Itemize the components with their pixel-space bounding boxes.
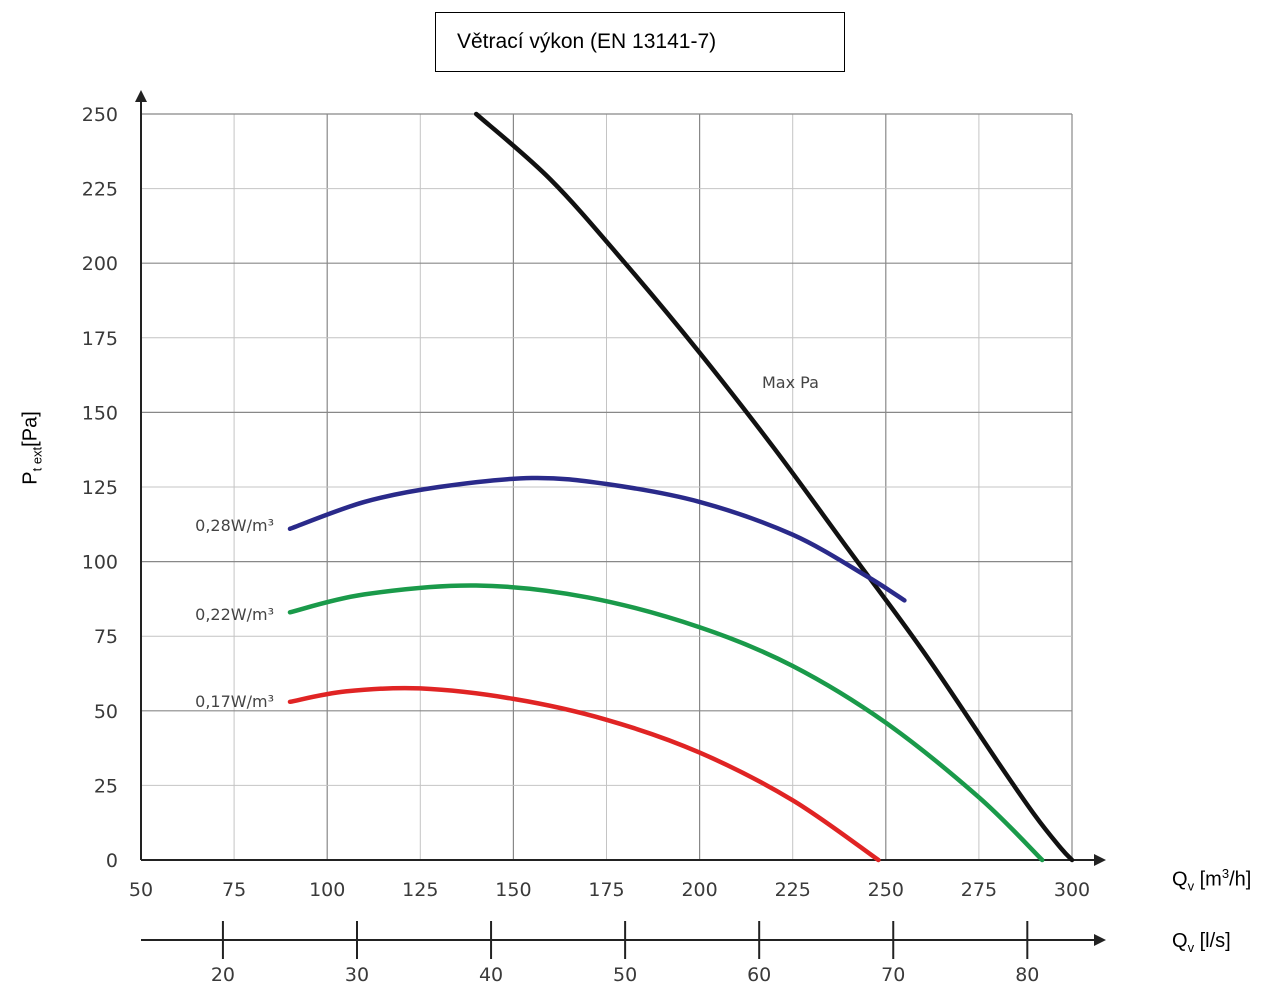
- x2-tick-label: 50: [613, 964, 637, 983]
- series-annotations: Max Pa 0,28W/m³ 0,22W/m³ 0,17W/m³: [195, 373, 819, 711]
- x-tick-label: 150: [495, 879, 531, 901]
- chart-title: Větrací výkon (EN 13141-7): [435, 12, 845, 72]
- x2-tick-label: 30: [345, 964, 369, 983]
- y-tick-label: 175: [82, 328, 118, 350]
- y-axis-arrow: [135, 90, 147, 102]
- x2-tick-label: 20: [211, 964, 235, 983]
- grid: [141, 113, 1073, 860]
- x2-tick-label: 40: [479, 964, 503, 983]
- y-tick-label: 150: [82, 402, 118, 424]
- x-tick-label: 300: [1054, 879, 1090, 901]
- y-tick-label: 250: [82, 104, 118, 126]
- x-tick-label: 125: [402, 879, 438, 901]
- series-label-2: 0,28W/m³: [195, 516, 274, 535]
- x2-tick-label: 80: [1015, 964, 1039, 983]
- x-tick-label: 200: [681, 879, 717, 901]
- secondary-x-axis: 20 30 40 50 60 70 80: [141, 921, 1106, 983]
- y-tick-label: 75: [94, 626, 118, 648]
- series-lines: [287, 111, 1075, 863]
- x-axis-arrow: [1094, 854, 1106, 866]
- x-tick-label: 275: [961, 879, 997, 901]
- y-tick-label: 50: [94, 701, 118, 723]
- x2-tick-label: 70: [881, 964, 905, 983]
- x-tick-label: 225: [775, 879, 811, 901]
- x-tick-label: 175: [588, 879, 624, 901]
- tick-labels: 50 75 100 125 150 175 200 225 250 275 300 0 25 50 75 10…: [82, 104, 1090, 901]
- x-axis-label: Qv [m3/h]: [1172, 866, 1252, 894]
- y-tick-label: 100: [82, 552, 118, 574]
- y-tick-label: 225: [82, 179, 118, 201]
- x2-axis-label: Qv [l/s]: [1172, 930, 1231, 955]
- x-tick-label: 250: [868, 879, 904, 901]
- series-label-4: 0,17W/m³: [195, 692, 274, 711]
- y-tick-label: 25: [94, 775, 118, 797]
- x2-tick-label: 60: [747, 964, 771, 983]
- series-label-3: 0,22W/m³: [195, 605, 274, 624]
- y-axis-label: Pt ext[Pa]: [19, 411, 45, 485]
- series-line-1: [473, 111, 1075, 863]
- series-line-3: [287, 583, 1045, 863]
- y-tick-label: 0: [106, 850, 118, 872]
- x2-axis-arrow: [1094, 934, 1106, 946]
- x-tick-label: 50: [129, 879, 153, 901]
- series-label-1: Max Pa: [762, 373, 819, 392]
- x-tick-label: 100: [309, 879, 345, 901]
- series-line-4: [287, 685, 881, 863]
- axes: [135, 90, 1106, 866]
- x-tick-label: 75: [222, 879, 246, 901]
- y-tick-label: 200: [82, 253, 118, 275]
- y-tick-label: 125: [82, 477, 118, 499]
- series-line-2: [287, 475, 907, 603]
